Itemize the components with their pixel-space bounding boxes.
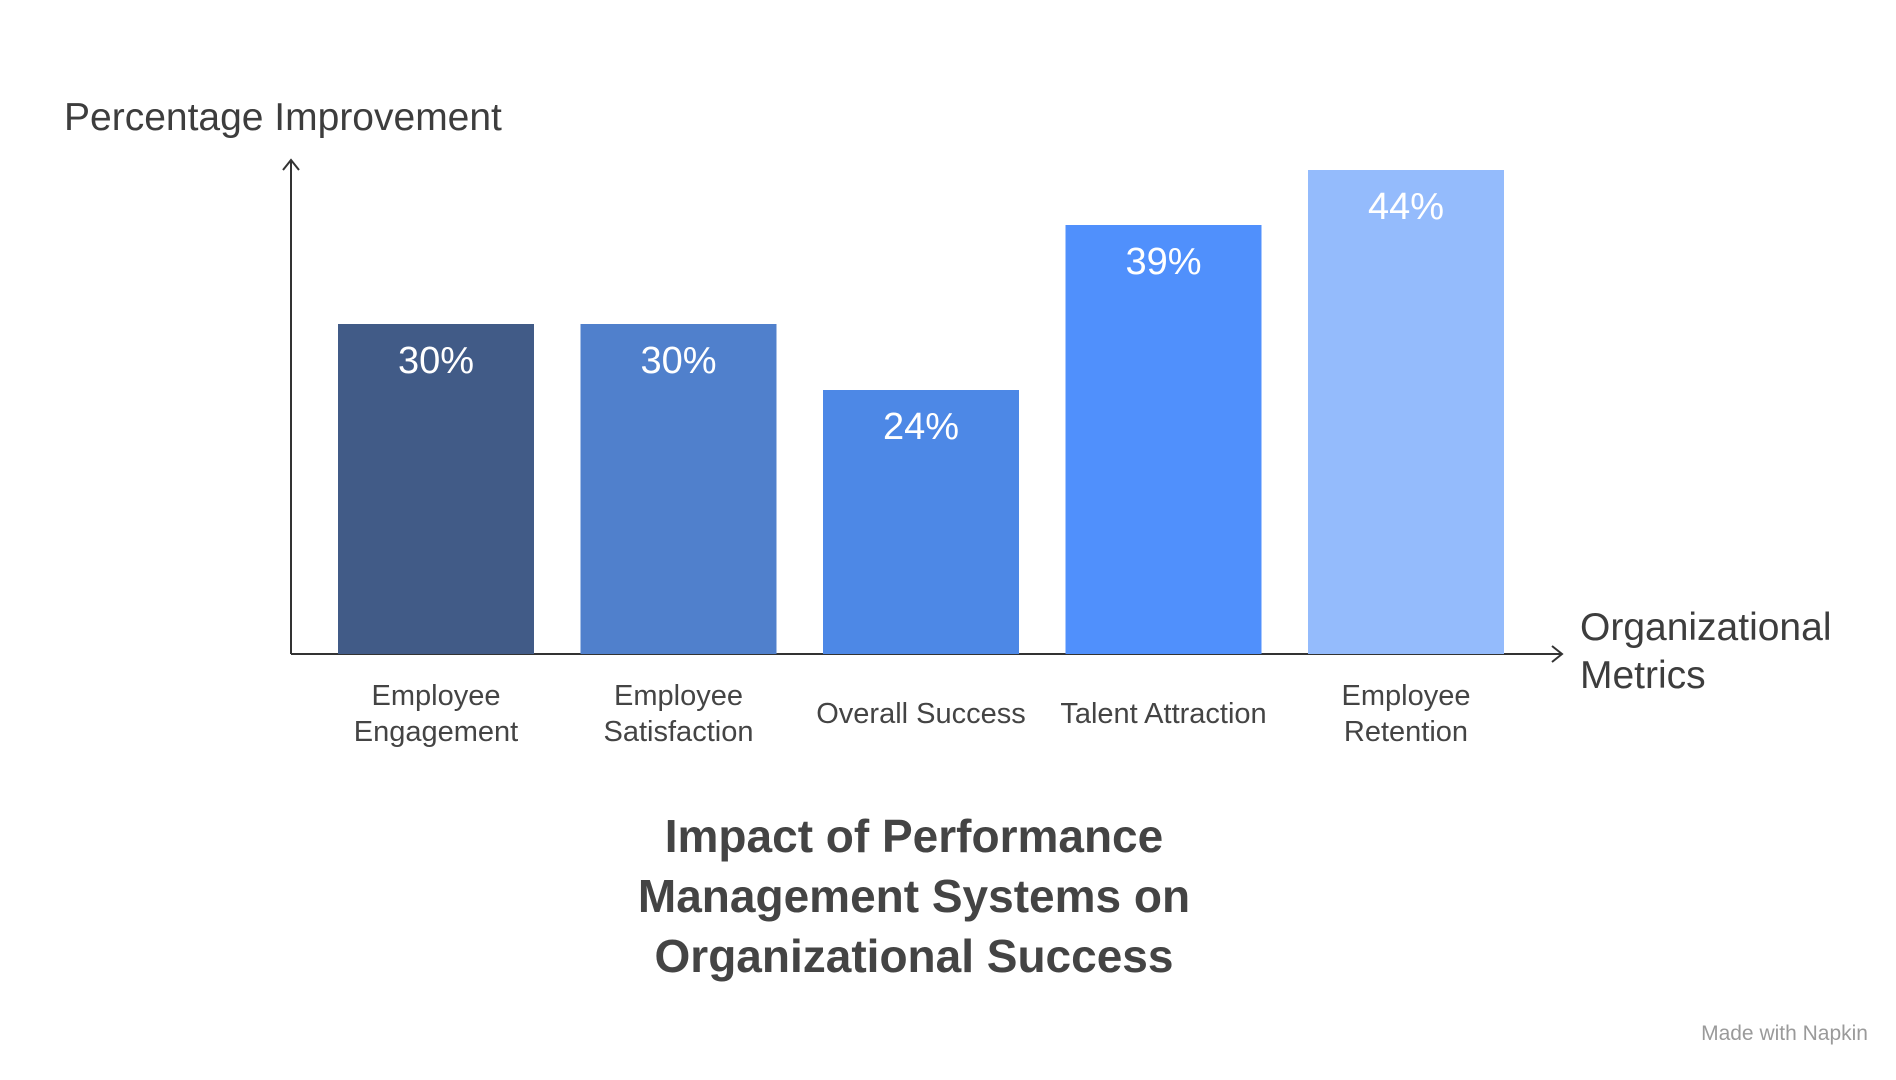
x-tick-label: Employee Retention — [1341, 680, 1471, 748]
value-label: 30% — [640, 340, 717, 382]
chart-title: Impact of Performance Management Systems… — [637, 810, 1191, 982]
x-axis-label: Organizational Metrics — [1580, 606, 1832, 697]
bar — [580, 324, 777, 654]
x-arrow — [1551, 645, 1564, 663]
watermark: Made with Napkin — [1701, 1022, 1868, 1045]
value-label: 30% — [397, 340, 475, 382]
bar — [338, 324, 534, 654]
x-tick-label: Employee Engagement — [353, 680, 519, 748]
value-label: 24% — [882, 406, 960, 448]
y-arrow — [282, 158, 300, 171]
x-tick-label: Overall Success — [816, 698, 1026, 730]
bar — [823, 390, 1019, 654]
x-tick-label: Employee Satisfaction — [603, 680, 754, 748]
bar — [1065, 225, 1262, 654]
value-label: 44% — [1367, 186, 1445, 228]
y-axis-label: Percentage Improvement — [64, 96, 502, 139]
x-tick-label: Talent Attraction — [1060, 698, 1267, 730]
value-label: 39% — [1125, 241, 1202, 283]
bar — [1308, 170, 1504, 654]
